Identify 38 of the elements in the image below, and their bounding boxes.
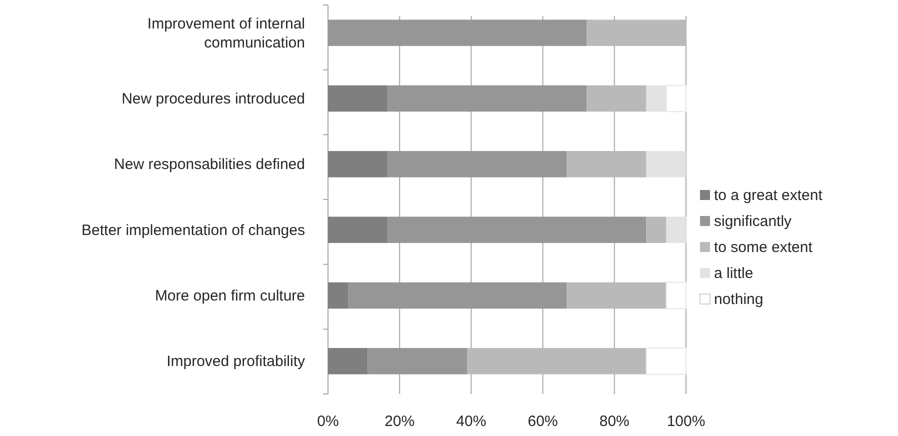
legend-label: a little — [714, 265, 754, 282]
legend-label: to some extent — [714, 239, 814, 256]
bar — [586, 85, 646, 112]
bar — [368, 348, 468, 374]
bar — [328, 85, 388, 112]
bar — [328, 348, 368, 374]
bar — [586, 20, 686, 46]
bar — [666, 282, 686, 310]
bar — [328, 20, 586, 46]
series-label: nothing — [714, 291, 764, 308]
y-tick-label: New procedures introduced — [122, 90, 305, 108]
y-tick-label: Improved profitability — [166, 353, 306, 370]
bar — [348, 282, 567, 309]
bar — [467, 348, 646, 374]
bar — [646, 151, 686, 178]
legend-label: to a great extent — [714, 187, 824, 204]
x-tick-label: 40% — [456, 413, 486, 430]
bar — [566, 151, 646, 178]
bar — [388, 85, 586, 112]
x-tick-label: 100% — [666, 413, 706, 430]
bar — [388, 151, 567, 178]
bar — [328, 151, 388, 178]
bar — [646, 348, 686, 375]
bar — [566, 282, 666, 309]
y-tick-label: New responsabilities defined — [114, 156, 305, 174]
x-tick-label: 0% — [317, 413, 339, 430]
bar — [328, 216, 388, 243]
x-tick-label: 60% — [528, 413, 558, 430]
bar — [666, 216, 686, 243]
legend-label: significantly — [714, 213, 792, 230]
bar — [328, 282, 348, 309]
x-tick-label: 80% — [599, 413, 630, 430]
y-tick-label: Improvement of internal communication — [147, 15, 305, 52]
y-tick-label: Better implementation of changes — [82, 222, 305, 239]
x-tick-label: 20% — [384, 413, 415, 430]
y-tick-label: More open firm culture — [154, 288, 305, 304]
bar — [388, 216, 646, 243]
bar — [646, 216, 666, 243]
